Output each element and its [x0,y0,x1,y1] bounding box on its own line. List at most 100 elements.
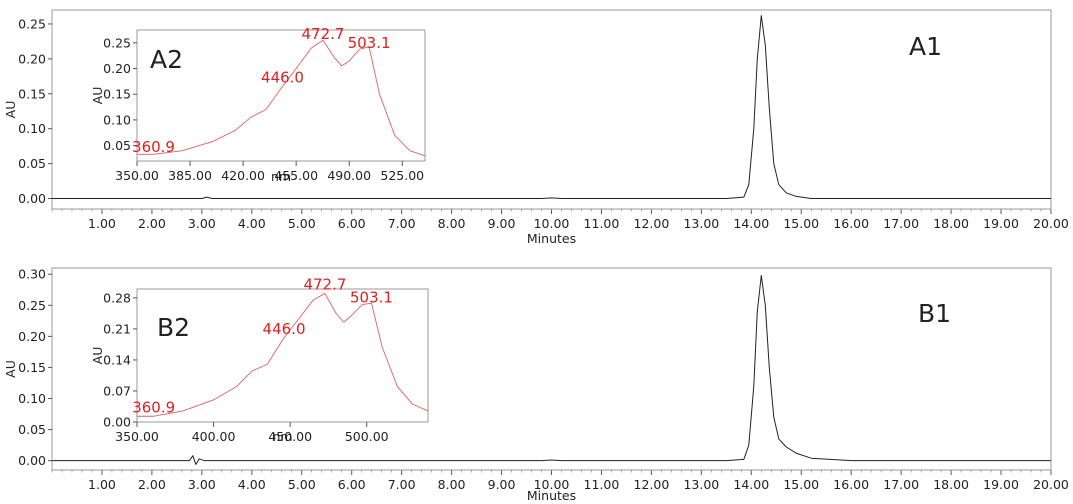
x-tick-label: 3.00 [188,216,216,231]
y-tick-label: 0.20 [18,51,46,66]
x-axis-label: Minutes [527,488,576,503]
x-tick-label: 525.00 [380,168,424,183]
x-tick-label: 6.00 [338,477,366,492]
y-tick-label: 0.00 [103,415,131,430]
x-tick-label: 11.00 [584,477,620,492]
y-tick-label: 0.14 [103,352,131,367]
x-tick-label: 16.00 [833,477,869,492]
x-tick-label: 18.00 [933,477,969,492]
y-tick-label: 0.25 [103,35,131,50]
panel-label: B2 [157,313,190,342]
x-tick-label: 5.00 [288,477,316,492]
x-tick-label: 350.00 [115,429,159,444]
x-tick-label: 16.00 [833,216,869,231]
peak-label: 360.9 [132,399,175,417]
panels-layer: 0.00 0.05 0.10 0.15 0.20 0.25 1.00 2.00 3.00 4.00… [3,9,1069,503]
peak-label: 446.0 [263,320,306,338]
y-tick-label: 0.15 [18,360,46,375]
x-axis-label: Minutes [527,231,576,246]
plot-frame [136,29,426,162]
x-tick-label: 10.00 [534,477,570,492]
x-tick-label: 385.00 [168,168,212,183]
x-tick-label: 13.00 [683,477,719,492]
y-tick-label: 0.25 [18,298,46,313]
x-tick-label: 400.00 [192,429,236,444]
x-tick-label: 8.00 [438,216,466,231]
y-tick-label: 0.25 [18,16,46,31]
x-tick-label: 4.00 [238,477,266,492]
y-tick-label: 0.10 [18,391,46,406]
y-tick-label: 0.10 [103,112,131,127]
y-axis-label: AU [3,101,18,119]
y-axis-label: AU [90,347,105,365]
x-tick-label: 4.00 [238,216,266,231]
x-tick-label: 7.00 [388,477,416,492]
panel-label: A2 [150,45,183,74]
peak-label: 472.7 [302,25,345,43]
x-tick-label: 9.00 [488,477,516,492]
y-tick-label: 0.05 [103,138,131,153]
x-tick-label: 490.00 [327,168,371,183]
y-tick-label: 0.15 [103,87,131,102]
y-tick-label: 0.05 [18,422,46,437]
x-tick-label: 450.00 [268,429,312,444]
peak-label: 503.1 [350,289,393,307]
x-tick-label: 455.00 [274,168,318,183]
x-tick-label: 17.00 [883,216,919,231]
y-tick-label: 0.10 [18,121,46,136]
x-tick-label: 20.00 [1033,477,1069,492]
x-tick-label: 350.00 [115,168,159,183]
y-tick-label: 0.07 [103,383,131,398]
x-tick-label: 8.00 [438,477,466,492]
x-tick-label: 12.00 [634,216,670,231]
x-tick-label: 19.00 [983,216,1019,231]
peak-label: 472.7 [303,275,346,293]
x-tick-label: 6.00 [338,216,366,231]
x-tick-label: 2.00 [138,477,166,492]
y-tick-label: 0.30 [18,267,46,282]
x-tick-label: 2.00 [138,216,166,231]
x-tick-label: 19.00 [983,477,1019,492]
x-tick-label: 15.00 [783,216,819,231]
x-tick-label: 500.00 [345,429,389,444]
y-tick-label: 0.00 [18,191,46,206]
y-tick-label: 0.00 [18,453,46,468]
peak-label: 360.9 [132,138,175,156]
x-tick-label: 20.00 [1033,216,1069,231]
panel-a2: 0.05 0.10 0.15 0.20 0.25 350.00 385.00 420.00 45… [90,25,426,184]
series-line [52,15,1051,200]
x-tick-label: 14.00 [733,477,769,492]
x-tick-label: 11.00 [584,216,620,231]
panel-label: B1 [918,299,951,328]
series-line [52,274,1051,465]
y-axis-label: AU [90,87,105,105]
x-tick-label: 12.00 [634,477,670,492]
y-tick-label: 0.21 [103,321,131,336]
panel-b2: 0.00 0.07 0.14 0.21 0.28 350.00 400.00 450.00 50… [90,275,429,444]
x-tick-label: 17.00 [883,477,919,492]
peak-label: 446.0 [261,69,304,87]
y-tick-label: 0.05 [18,156,46,171]
x-tick-label: 5.00 [288,216,316,231]
x-tick-label: 1.00 [88,216,116,231]
x-axis-label: nm [271,169,291,184]
x-tick-label: 9.00 [488,216,516,231]
x-axis-label: nm [272,429,292,444]
y-axis-label: AU [3,360,18,378]
x-tick-label: 18.00 [933,216,969,231]
x-tick-label: 15.00 [783,477,819,492]
x-tick-label: 3.00 [188,477,216,492]
plot-frame [136,288,429,423]
x-tick-label: 10.00 [534,216,570,231]
y-tick-label: 0.28 [103,290,131,305]
x-tick-label: 14.00 [733,216,769,231]
x-tick-label: 1.00 [88,477,116,492]
y-tick-label: 0.20 [18,329,46,344]
y-tick-label: 0.20 [103,61,131,76]
y-tick-label: 0.15 [18,86,46,101]
panel-label: A1 [909,32,942,61]
peak-label: 503.1 [348,34,391,52]
series-line [137,39,426,157]
x-tick-label: 7.00 [388,216,416,231]
